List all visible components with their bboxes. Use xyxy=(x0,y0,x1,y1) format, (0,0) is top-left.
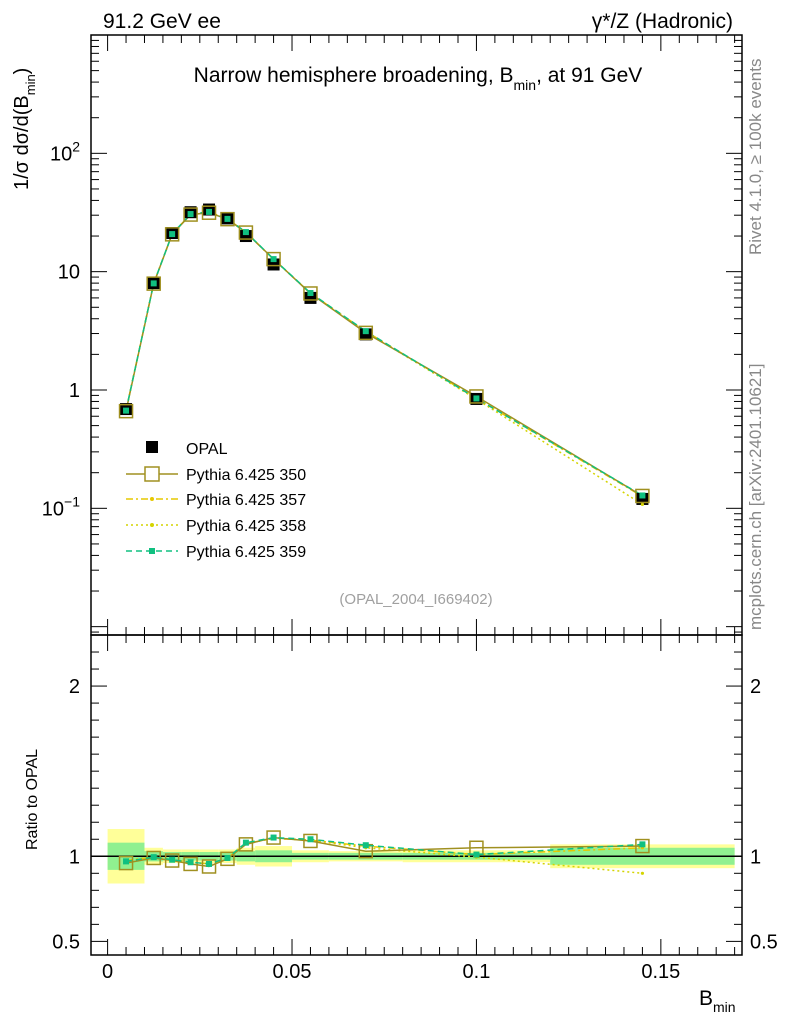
main-line-s358 xyxy=(125,211,643,506)
main-point-s350 xyxy=(220,211,235,227)
main-point-s359 xyxy=(242,229,249,236)
ratio-point-s350 xyxy=(201,859,217,874)
ratio-point-s359 xyxy=(187,859,194,866)
legend-marker-358 xyxy=(150,523,154,527)
ratio-point-s359 xyxy=(169,856,176,863)
ratio-point-s359 xyxy=(123,858,130,865)
y-main-tick-label: 10 xyxy=(58,262,80,284)
legend-marker-350 xyxy=(144,466,160,482)
main-point-s350 xyxy=(635,488,650,504)
main-point-s359 xyxy=(473,395,480,402)
legend-label-350: Pythia 6.425 350 xyxy=(186,467,306,484)
y-main-tick-label: 102 xyxy=(50,138,80,165)
main-point-s350 xyxy=(164,227,180,242)
ratio-point-s350 xyxy=(183,856,198,872)
main-point-s359 xyxy=(169,231,176,238)
ratio-point-s358 xyxy=(640,871,645,875)
y-ratio-tick-label-left: 2 xyxy=(69,676,80,698)
header-left: 91.2 GeV ee xyxy=(103,10,221,33)
main-point-s359 xyxy=(270,256,277,263)
x-tick-label: 0.15 xyxy=(641,961,680,983)
y-ratio-tick-label-left: 0.5 xyxy=(52,931,80,953)
legend-marker-357 xyxy=(150,497,154,501)
legend-label-358: Pythia 6.425 358 xyxy=(186,518,306,535)
y-main-tick-label: 10−1 xyxy=(42,493,80,520)
legend: OPAL Pythia 6.425 350 Pythia 6.425 357 P… xyxy=(126,441,306,561)
main-point-s359 xyxy=(307,290,314,297)
header-right: γ*/Z (Hadronic) xyxy=(592,10,733,33)
legend-marker-359 xyxy=(149,548,155,554)
main-point-s350 xyxy=(238,225,254,240)
main-point-s358 xyxy=(640,502,645,506)
y-axis-label-ratio: Ratio to OPAL xyxy=(24,749,41,850)
main-point-s359 xyxy=(206,208,213,215)
legend-label-opal: OPAL xyxy=(186,441,228,458)
axis-ticks xyxy=(91,34,742,955)
y-ratio-tick-label-left: 1 xyxy=(69,846,80,868)
ratio-line-s357 xyxy=(125,837,643,865)
y-main-tick-label: 1 xyxy=(69,380,80,402)
ratio-point-s350 xyxy=(238,837,254,852)
main-point-s359 xyxy=(187,211,194,218)
ratio-point-s359 xyxy=(362,842,369,849)
x-axis-label: Bmin xyxy=(699,987,736,1015)
ratio-point-s350 xyxy=(220,851,235,867)
ratio-point-s359 xyxy=(307,836,314,843)
ratio-line-s358 xyxy=(125,837,643,875)
ratio-frame xyxy=(90,634,743,956)
main-point-s359 xyxy=(639,492,646,499)
ratio-point-s359 xyxy=(206,860,213,867)
ratio-series xyxy=(118,830,650,875)
main-point-s359 xyxy=(362,328,369,335)
main-point-s359 xyxy=(123,407,130,414)
main-point-s359 xyxy=(224,215,231,222)
ratio-point-s359 xyxy=(639,841,646,848)
ratio-point-s350 xyxy=(303,833,318,849)
ratio-point-s350 xyxy=(635,838,650,854)
main-point-s350 xyxy=(469,389,484,404)
y-ratio-tick-label-right: 1 xyxy=(750,846,761,868)
legend-label-357: Pythia 6.425 357 xyxy=(186,492,306,509)
y-axis-label-main: 1/σ dσ/d(Bmin) xyxy=(11,68,38,190)
ratio-point-s359 xyxy=(150,854,157,861)
ratio-point-s359 xyxy=(242,839,249,846)
x-tick-label: 0.1 xyxy=(463,961,491,983)
x-tick-label: 0 xyxy=(102,961,113,983)
ratio-point-s359 xyxy=(473,851,480,858)
x-tick-label: 0.05 xyxy=(273,961,312,983)
analysis-watermark: (OPAL_2004_I669402) xyxy=(339,591,492,608)
main-point-s350 xyxy=(201,205,217,220)
ratio-point-s359 xyxy=(270,834,277,841)
main-panel xyxy=(118,203,650,506)
main-point-s350 xyxy=(146,276,161,291)
main-point-s350 xyxy=(303,286,318,301)
ratio-point-s359 xyxy=(224,854,231,861)
y-ratio-tick-label-right: 2 xyxy=(750,676,761,698)
ratio-line-s350 xyxy=(125,836,643,868)
side-text-top: Rivet 4.1.0, ≥ 100k events xyxy=(746,59,765,255)
main-point-s350 xyxy=(358,325,374,341)
main-point-s359 xyxy=(150,280,157,287)
ratio-line-s359 xyxy=(125,836,643,865)
main-point-s350 xyxy=(118,403,134,419)
main-point-s350 xyxy=(266,251,281,267)
main-point-s350 xyxy=(183,207,198,222)
legend-label-359: Pythia 6.425 359 xyxy=(186,544,306,561)
ratio-point-s350 xyxy=(118,855,134,871)
chart-title: Narrow hemisphere broadening, Bmin, at 9… xyxy=(194,64,643,93)
main-line-s359 xyxy=(125,211,643,497)
y-ratio-tick-label-right: 0.5 xyxy=(750,931,778,953)
legend-marker-opal xyxy=(146,441,158,453)
side-text-bottom: mcplots.cern.ch [arXiv:2401.10621] xyxy=(746,364,765,630)
